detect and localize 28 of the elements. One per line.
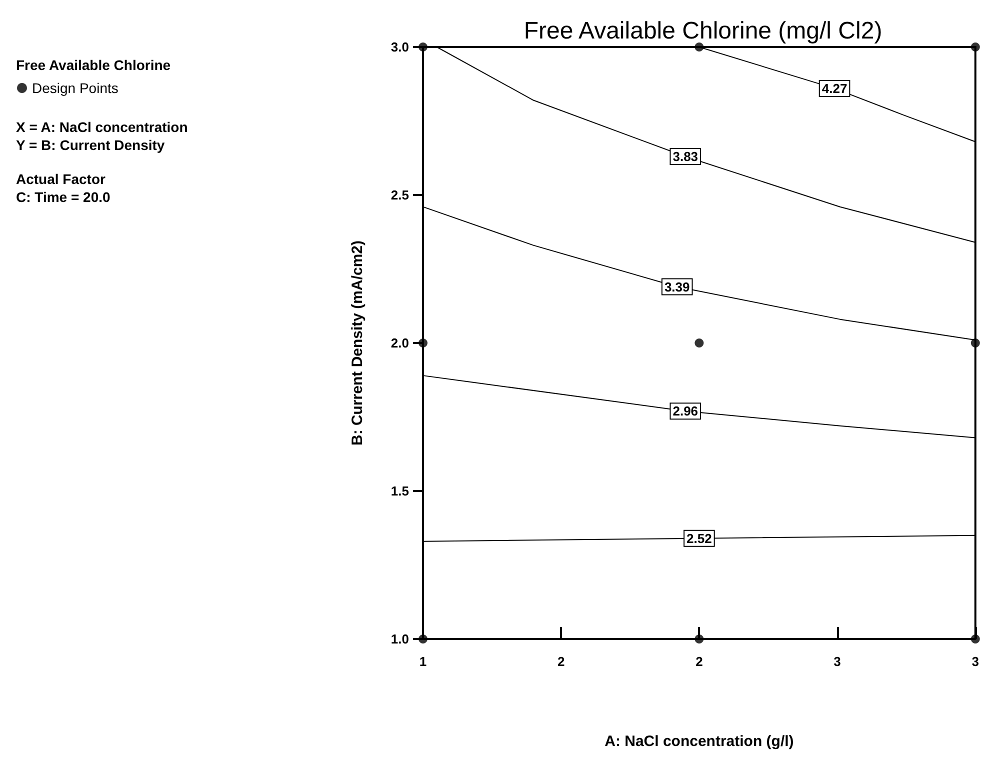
point [694,338,704,348]
legend-title: Free Available Chlorine [16,57,171,73]
y-tick-label: 2.5 [390,188,409,202]
x-axis-title: A: NaCl concentration (g/l) [604,733,794,750]
point [418,634,428,644]
point [418,42,428,52]
legend-label: Design Points [32,80,118,96]
x-tick-label: 2 [557,654,565,669]
text: X = A: NaCl concentration [16,119,188,135]
point [694,634,704,644]
x-tick-label: 2 [696,654,703,669]
point [970,338,980,348]
text: C: Time = 20.0 [16,189,110,205]
point [418,338,428,348]
x-tick-label: 3 [834,654,841,669]
y-tick-label: 3.0 [390,40,409,54]
text: Y = B: Current Density [16,137,165,153]
y-tick-label: 2.0 [390,336,409,350]
point [970,634,980,644]
y-axis-title: B: Current Density (mA/cm2) [349,240,366,446]
x-tick-label: 1 [419,654,427,669]
x-tick-label: 3 [972,654,979,669]
chart-title: Free Available Chlorine (mg/l Cl2) [524,18,882,44]
y-tick-label: 1.5 [390,484,409,498]
point [694,42,704,52]
y-tick-label: 1.0 [390,632,409,646]
text: Actual Factor [16,171,106,187]
point [970,42,980,52]
